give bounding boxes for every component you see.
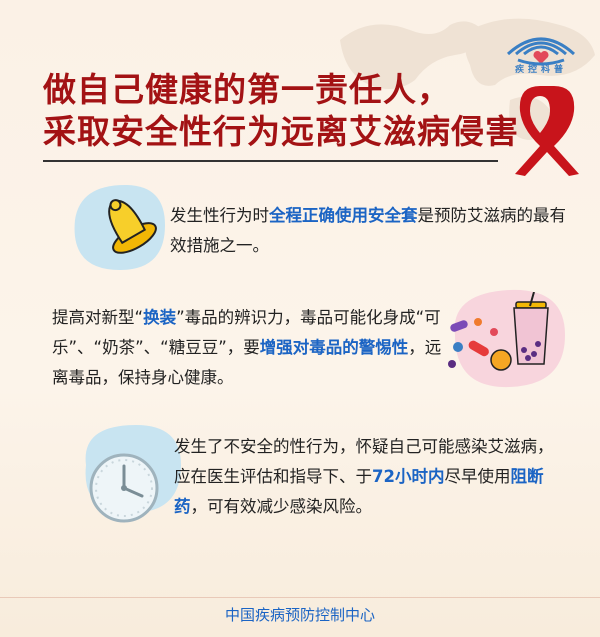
clock-icon xyxy=(89,453,159,523)
footer-divider xyxy=(0,597,600,598)
body-text: 提高对新型“ xyxy=(52,308,144,327)
highlight-text: 增强对毒品的警惕性 xyxy=(259,338,409,357)
title-divider xyxy=(43,160,498,162)
footer-org: 中国疾病预防控制中心 xyxy=(224,606,375,624)
item3-text: 发生了不安全的性行为，怀疑自己可能感染艾滋病，应在医生评估和指导下、于72小时内… xyxy=(174,432,564,522)
body-text: ”毒品的辨识力，毒品可能化身成“可乐”、“奶茶”、“糖豆豆”，要 xyxy=(52,308,441,357)
item1-text: 发生性行为时全程正确使用安全套是预防艾滋病的最有效措施之一。 xyxy=(170,201,570,261)
highlight-text: 换装 xyxy=(143,308,177,327)
page-title-line2: 采取安全性行为远离艾滋病侵害 xyxy=(43,112,519,151)
body-text: 尽早使用 xyxy=(444,467,511,486)
aids-ribbon-icon xyxy=(515,86,579,176)
highlight-text: 全程正确使用安全套 xyxy=(269,206,418,225)
body-text: ，可有效减少感染风险。 xyxy=(190,497,373,516)
logo-text: 疾控科普 xyxy=(514,65,567,75)
body-text: ，远离毒品，保持身心健康。 xyxy=(52,338,442,387)
page-title-line1: 做自己健康的第一责任人， xyxy=(43,70,451,109)
body-text: 是预防艾滋病的最有效措施之一。 xyxy=(170,206,566,255)
cdc-logo-icon xyxy=(506,37,576,66)
body-text: 发生了不安全的性行为，怀疑自己可能感染艾滋病，应在医生评估和指导下、于 xyxy=(174,437,554,486)
highlight-text: 阻断药 xyxy=(174,467,544,516)
item2-text: 提高对新型“换装”毒品的辨识力，毒品可能化身成“可乐”、“奶茶”、“糖豆豆”，要… xyxy=(52,303,442,393)
highlight-text: 72小时内 xyxy=(372,467,445,486)
condom-icon xyxy=(108,199,157,254)
body-text: 发生性行为时 xyxy=(170,206,269,225)
drugs-milktea-icon xyxy=(448,292,549,371)
